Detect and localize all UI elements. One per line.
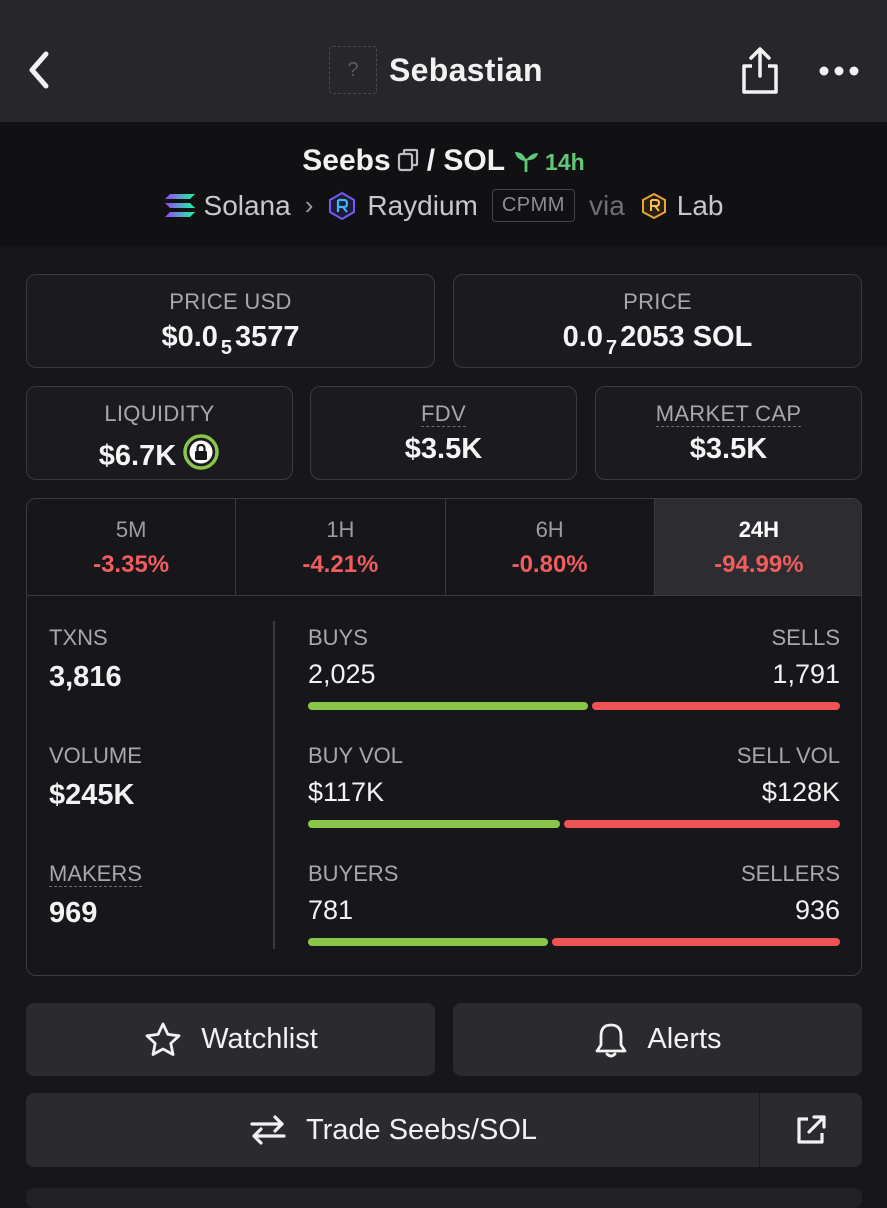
market-cap-value: $3.5K (689, 433, 768, 465)
swap-arrows-icon (248, 1114, 288, 1146)
lab-logo-icon (641, 192, 667, 220)
dex-name[interactable]: Raydium (367, 189, 478, 221)
sellers-label: SELLERS (740, 861, 840, 886)
buyers-sellers-bar (308, 938, 840, 946)
buy-sell-volume-split: BUY VOL SELL VOL $117K $128K (308, 743, 840, 828)
price-usd-card: PRICE USD $0.0 5 3577 (26, 274, 435, 368)
buy-sell-volume-bar (308, 820, 840, 828)
tab-1h[interactable]: 1H -4.21% (236, 499, 446, 595)
chain-dex-breadcrumb: Solana › Raydium CPMM via Lab (0, 188, 887, 223)
buyers-bar (308, 938, 548, 946)
alerts-button[interactable]: Alerts (453, 1003, 862, 1076)
price-native-card: PRICE 0.0 7 2053 SOL (453, 274, 862, 368)
sell-vol-label: SELL VOL (736, 743, 840, 768)
star-icon (143, 1021, 183, 1059)
chevron-right-icon: › (304, 190, 314, 221)
volume-label: VOLUME (49, 743, 142, 768)
back-icon (29, 51, 49, 89)
pair-header: Seebs / SOL 14h Solana › Raydium CPMM via Lab (0, 122, 887, 246)
pair-age: 14h (545, 149, 585, 175)
locked-liquidity-icon[interactable] (182, 433, 220, 479)
makers-metric[interactable]: MAKERS 969 (49, 861, 142, 930)
solana-logo-icon (164, 193, 196, 219)
share-button[interactable] (738, 44, 782, 98)
fdv-value: $3.5K (404, 433, 483, 465)
buyers-sellers-split: BUYERS SELLERS 781 936 (308, 861, 840, 946)
button-divider (759, 1093, 761, 1167)
share-icon (742, 47, 778, 94)
sellers-value: 936 (794, 895, 840, 925)
more-icon (819, 66, 859, 76)
sell-vol-bar (564, 820, 840, 828)
sells-value: 1,791 (772, 659, 840, 689)
via-label: via (588, 189, 625, 221)
column-divider (273, 621, 275, 949)
more-button[interactable] (818, 60, 860, 82)
sells-bar (592, 702, 840, 710)
buys-value: 2,025 (308, 659, 376, 689)
buyers-label: BUYERS (308, 861, 399, 886)
market-cap-card[interactable]: MARKET CAP $3.5K (595, 386, 862, 480)
trade-label: Trade Seebs/SOL (305, 1113, 538, 1146)
alerts-label: Alerts (647, 1023, 722, 1055)
raydium-logo-icon (327, 191, 357, 221)
tab-6h[interactable]: 6H -0.80% (446, 499, 655, 595)
fdv-card[interactable]: FDV $3.5K (310, 386, 577, 480)
liquidity-value: $6.7K (98, 440, 177, 472)
trade-button[interactable]: Trade Seebs/SOL (26, 1093, 759, 1167)
chain-name[interactable]: Solana (203, 189, 291, 221)
pair-title: Seebs / SOL 14h (0, 144, 887, 180)
timeframe-stats-panel: 5M -3.35% 1H -4.21% 6H -0.80% 24H -94.99… (26, 498, 862, 976)
volume-metric: VOLUME $245K (49, 743, 142, 812)
liquidity-label: LIQUIDITY (104, 401, 215, 426)
watchlist-label: Watchlist (201, 1023, 318, 1055)
top-bar: ? Sebastian (0, 0, 887, 122)
new-pair-sprout-icon (513, 146, 539, 180)
buys-label: BUYS (308, 625, 368, 650)
pair-separator: / (426, 144, 436, 177)
sell-vol-value: $128K (761, 777, 840, 807)
volume-value: $245K (49, 779, 135, 811)
open-external-button[interactable] (760, 1093, 862, 1167)
page-title: Sebastian (389, 52, 543, 88)
pool-type-badge: CPMM (491, 189, 575, 223)
buy-vol-label: BUY VOL (308, 743, 403, 768)
price-native-value: 0.0 7 2053 SOL (562, 321, 753, 359)
buy-vol-value: $117K (308, 777, 385, 807)
back-button[interactable] (24, 48, 64, 96)
liquidity-card: LIQUIDITY $6.7K (26, 386, 293, 480)
sellers-bar (552, 938, 840, 946)
fdv-label: FDV (421, 401, 466, 427)
txns-metric: TXNS 3,816 (49, 625, 122, 694)
buys-sells-split: BUYS SELLS 2,025 1,791 (308, 625, 840, 710)
buys-sells-bar (308, 702, 840, 710)
price-usd-label: PRICE USD (169, 289, 292, 314)
txns-value: 3,816 (49, 661, 122, 693)
makers-label: MAKERS (49, 861, 142, 887)
sells-label: SELLS (771, 625, 841, 650)
tab-5m[interactable]: 5M -3.35% (27, 499, 237, 595)
base-token-symbol: Seebs (302, 144, 391, 177)
buyers-value: 781 (308, 895, 354, 925)
buy-vol-bar (308, 820, 560, 828)
external-link-icon (797, 1115, 826, 1144)
price-native-label: PRICE (623, 289, 692, 314)
watchlist-button[interactable]: Watchlist (26, 1003, 435, 1076)
makers-value: 969 (49, 897, 98, 929)
quote-token-symbol: SOL (443, 144, 506, 177)
timeframe-tabs: 5M -3.35% 1H -4.21% 6H -0.80% 24H -94.99… (27, 499, 861, 596)
price-usd-value: $0.0 5 3577 (161, 321, 300, 359)
bell-icon (593, 1021, 629, 1059)
tab-24h[interactable]: 24H -94.99% (654, 499, 861, 595)
copy-address-icon[interactable] (397, 146, 419, 180)
next-section-edge (26, 1188, 862, 1208)
market-cap-label: MARKET CAP (655, 401, 802, 427)
token-avatar: ? (329, 46, 377, 94)
launchpad-name[interactable]: Lab (676, 189, 724, 221)
txns-label: TXNS (49, 625, 108, 650)
summary-metrics: TXNS 3,816 VOLUME $245K MAKERS 969 (27, 595, 273, 975)
buys-bar (308, 702, 588, 710)
